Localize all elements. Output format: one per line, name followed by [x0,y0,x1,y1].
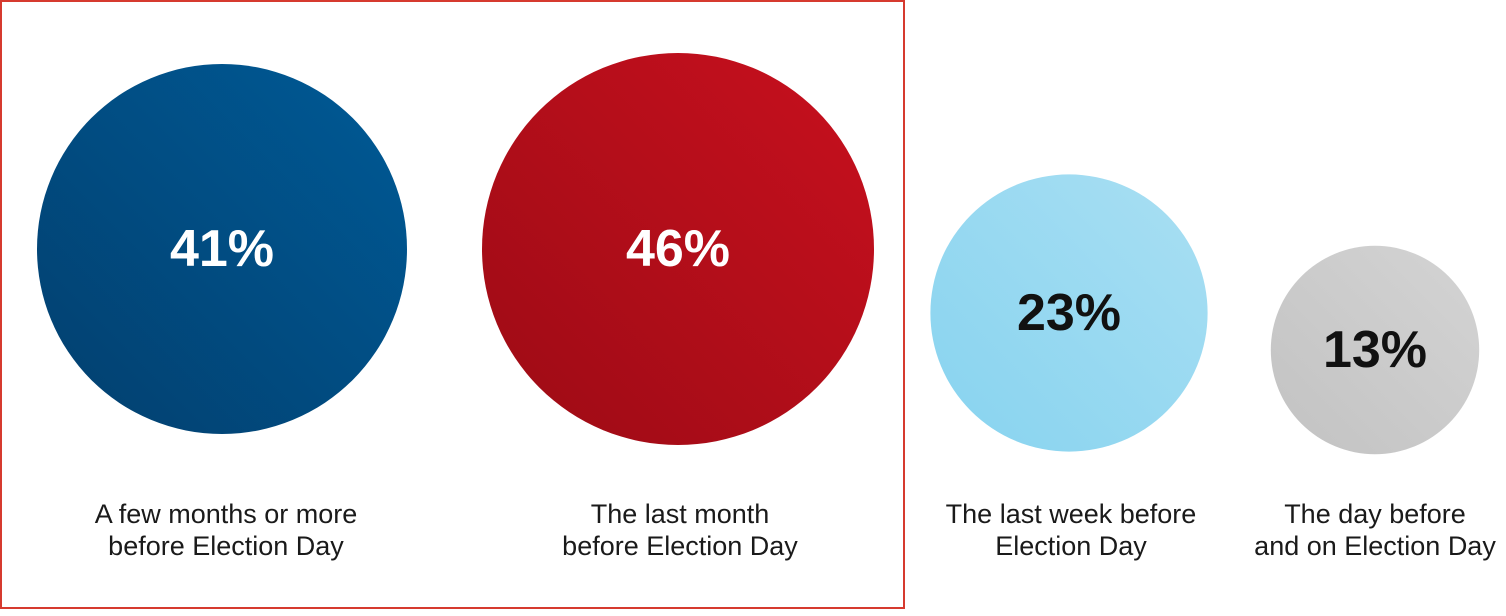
bubbles-layer: 41% 46% 23% 13% [37,53,1480,455]
bubble-value-label: 41% [170,220,274,278]
bubble-2 [482,53,874,445]
bubble-4 [1270,245,1480,455]
bubble-caption: The last week before Election Day [945,499,1197,561]
bubble-value-label: 46% [626,220,730,278]
highlight-frame [0,0,905,609]
bubble-1 [37,64,407,434]
bubble-value-label: 23% [1017,284,1121,342]
bubble-3 [930,174,1208,452]
bubble-value-label: 13% [1323,321,1427,379]
bubble-caption: The last month before Election Day [562,499,798,561]
bubble-caption: The day before and on Election Day [1254,499,1496,561]
bubble-caption: A few months or more before Election Day [94,499,358,561]
